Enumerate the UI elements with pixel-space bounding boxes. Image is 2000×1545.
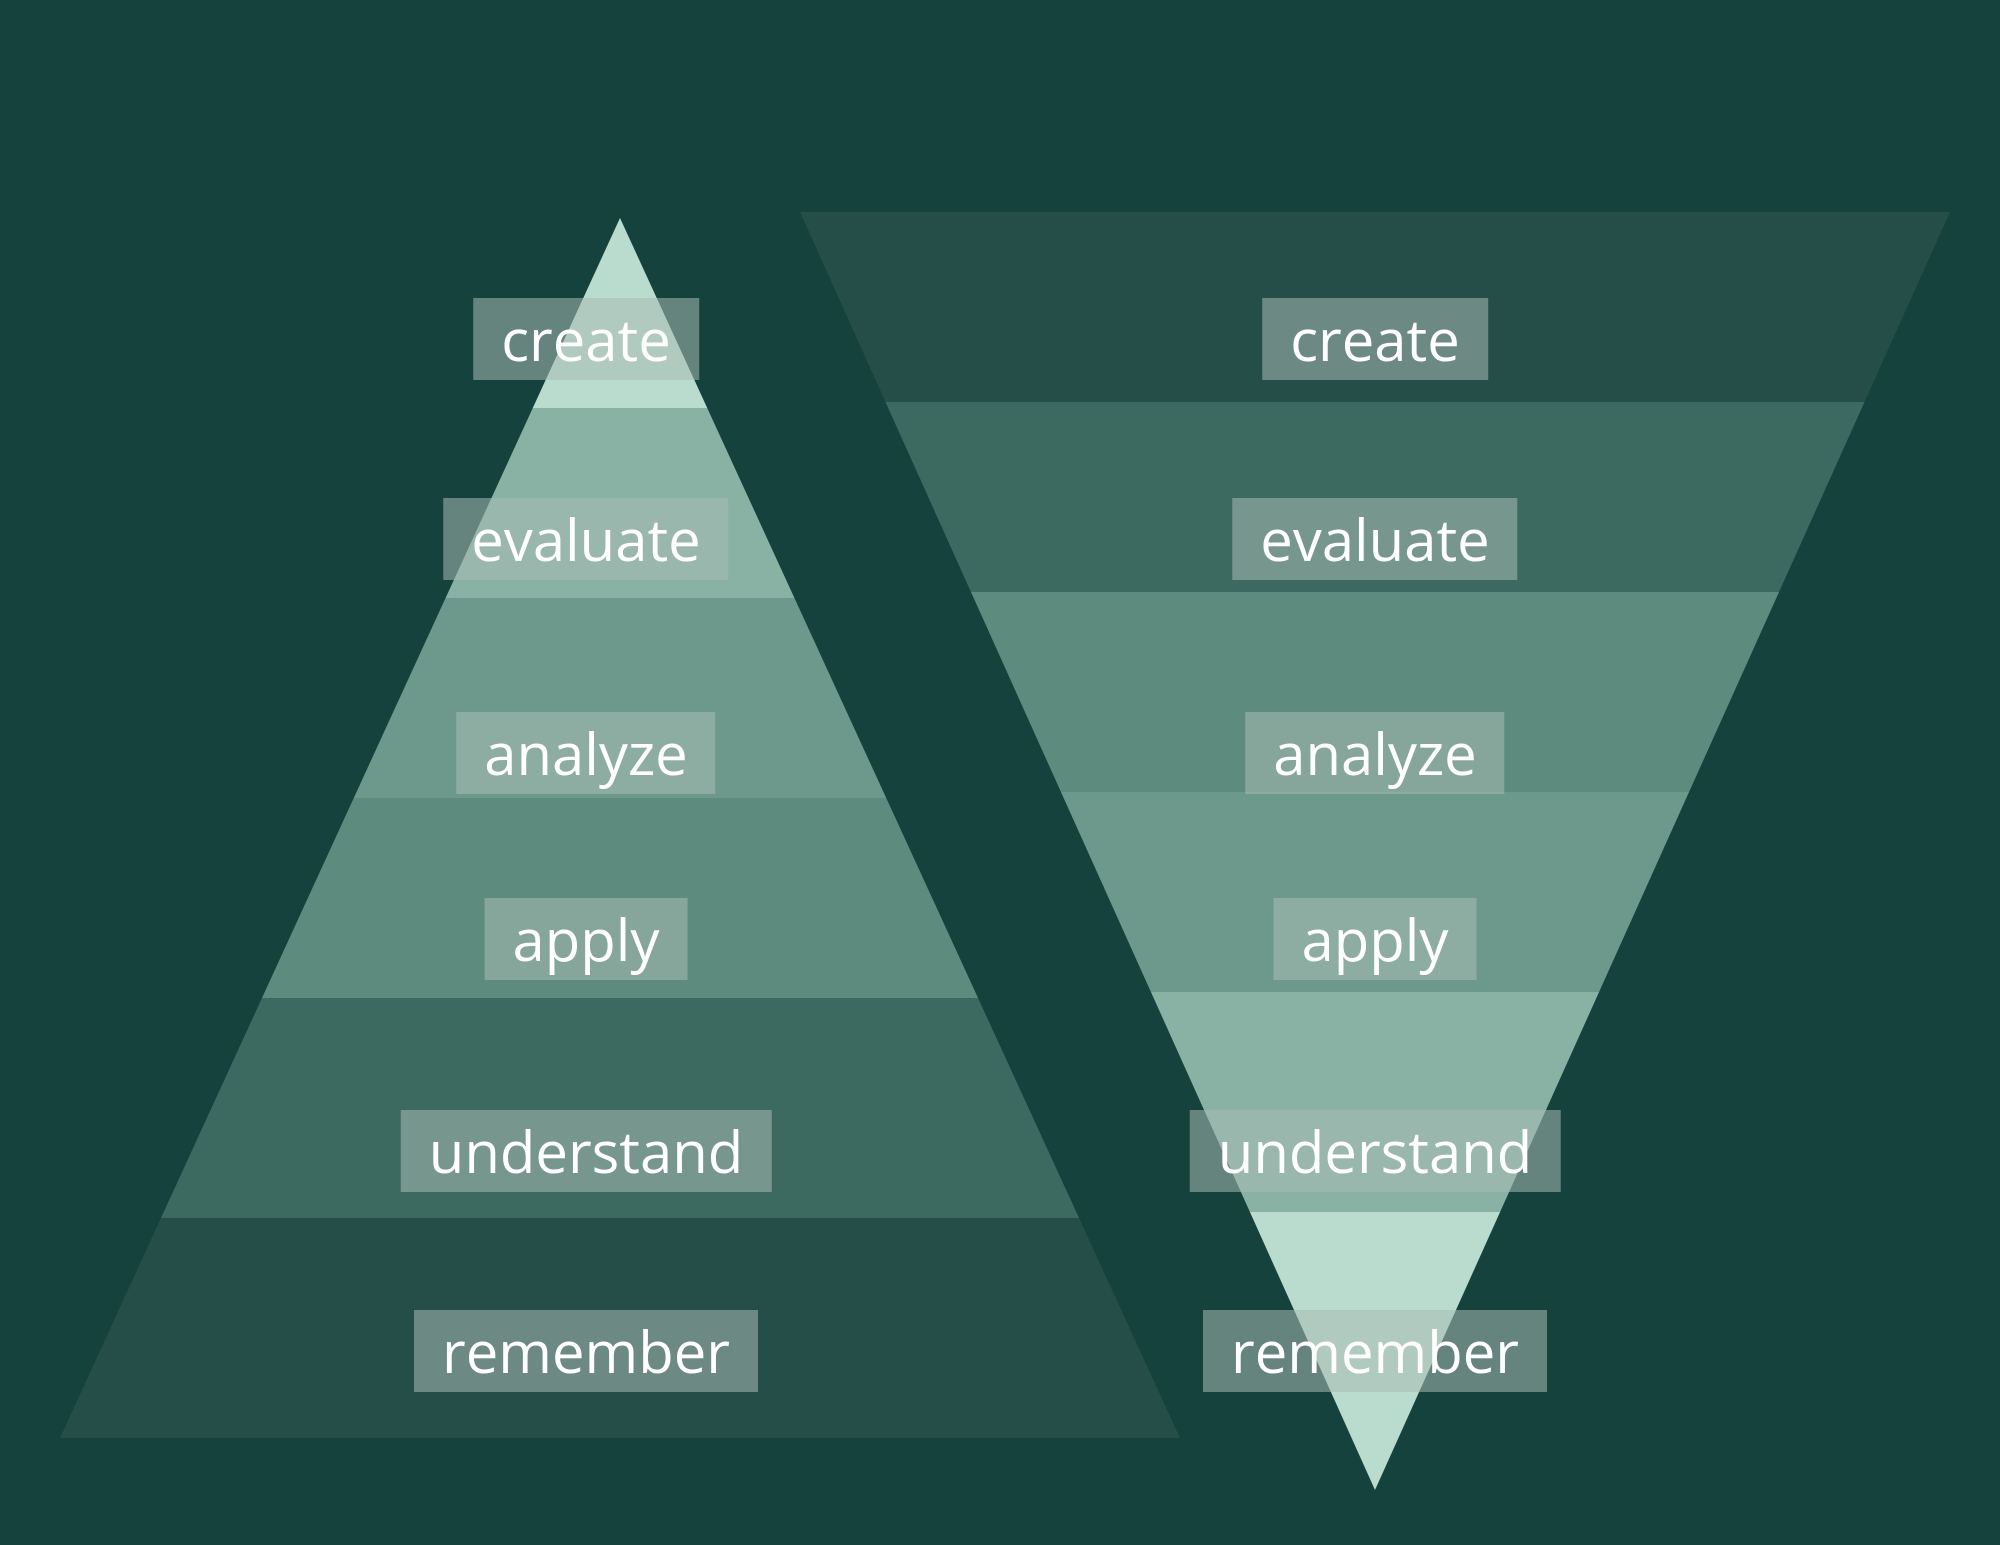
pyramid-label-create: create	[473, 298, 699, 380]
diagram-stage: create evaluate analyze apply understand reme…	[0, 0, 2000, 1545]
pyramid-label-analyze: analyze	[1245, 712, 1504, 794]
pyramid-label-understand: understand	[401, 1110, 772, 1192]
pyramid-label-remember: remember	[1203, 1310, 1547, 1392]
pyramid-label-create: create	[1262, 298, 1488, 380]
pyramid-label-understand: understand	[1190, 1110, 1561, 1192]
pyramid-label-remember: remember	[414, 1310, 758, 1392]
pyramid-label-apply: apply	[1274, 898, 1477, 980]
pyramid-label-evaluate: evaluate	[1232, 498, 1517, 580]
pyramid-label-evaluate: evaluate	[443, 498, 728, 580]
labels-layer: create evaluate analyze apply understand reme…	[0, 0, 2000, 1545]
pyramid-label-apply: apply	[485, 898, 688, 980]
pyramid-label-analyze: analyze	[456, 712, 715, 794]
